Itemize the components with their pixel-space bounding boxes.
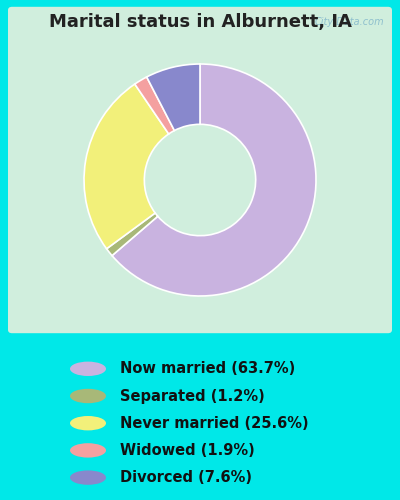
Wedge shape (106, 213, 158, 256)
Wedge shape (135, 77, 174, 134)
Circle shape (70, 470, 106, 485)
Text: Divorced (7.6%): Divorced (7.6%) (120, 470, 252, 485)
Wedge shape (147, 64, 200, 130)
Text: Marital status in Alburnett, IA: Marital status in Alburnett, IA (48, 12, 352, 30)
Circle shape (70, 443, 106, 458)
FancyBboxPatch shape (8, 7, 392, 333)
Text: Never married (25.6%): Never married (25.6%) (120, 416, 309, 430)
Text: Separated (1.2%): Separated (1.2%) (120, 388, 265, 404)
Text: Widowed (1.9%): Widowed (1.9%) (120, 443, 255, 458)
Wedge shape (112, 64, 316, 296)
Text: City-Data.com: City-Data.com (314, 17, 384, 27)
Circle shape (70, 389, 106, 403)
Circle shape (70, 362, 106, 376)
Wedge shape (84, 84, 169, 249)
Circle shape (70, 416, 106, 430)
Text: Now married (63.7%): Now married (63.7%) (120, 362, 295, 376)
